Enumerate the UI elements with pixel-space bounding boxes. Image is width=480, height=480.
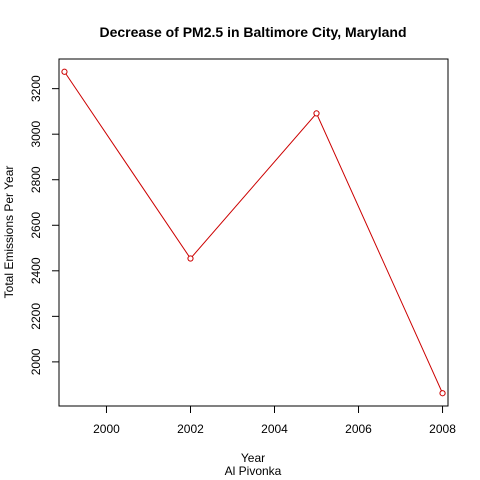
x-tick-label: 2004 bbox=[261, 422, 288, 436]
data-point bbox=[61, 68, 68, 75]
y-tick-label: 2600 bbox=[29, 212, 43, 239]
x-tick-label: 2008 bbox=[429, 422, 456, 436]
y-tick-label: 2800 bbox=[29, 166, 43, 193]
author-label: Al Pivonka bbox=[225, 464, 282, 478]
y-axis-label: Total Emissions Per Year bbox=[2, 166, 16, 299]
y-tick-label: 3000 bbox=[29, 121, 43, 148]
y-axis-ticks: 2000 2200 2400 2600 2800 3000 3200 bbox=[29, 75, 59, 375]
y-tick-label: 3200 bbox=[29, 75, 43, 102]
data-point bbox=[439, 390, 446, 397]
x-tick-label: 2006 bbox=[345, 422, 372, 436]
data-point bbox=[187, 255, 194, 262]
series-group bbox=[61, 68, 446, 397]
chart-title: Decrease of PM2.5 in Baltimore City, Mar… bbox=[99, 24, 406, 40]
x-tick-label: 2002 bbox=[177, 422, 204, 436]
y-tick-label: 2400 bbox=[29, 257, 43, 284]
x-tick-label: 2000 bbox=[93, 422, 120, 436]
x-axis-ticks: 2000 2002 2004 2006 2008 bbox=[93, 406, 456, 436]
y-tick-label: 2000 bbox=[29, 348, 43, 375]
x-axis-label: Year bbox=[241, 451, 265, 465]
data-point bbox=[313, 110, 320, 117]
y-tick-label: 2200 bbox=[29, 303, 43, 330]
series-line bbox=[64, 71, 443, 394]
